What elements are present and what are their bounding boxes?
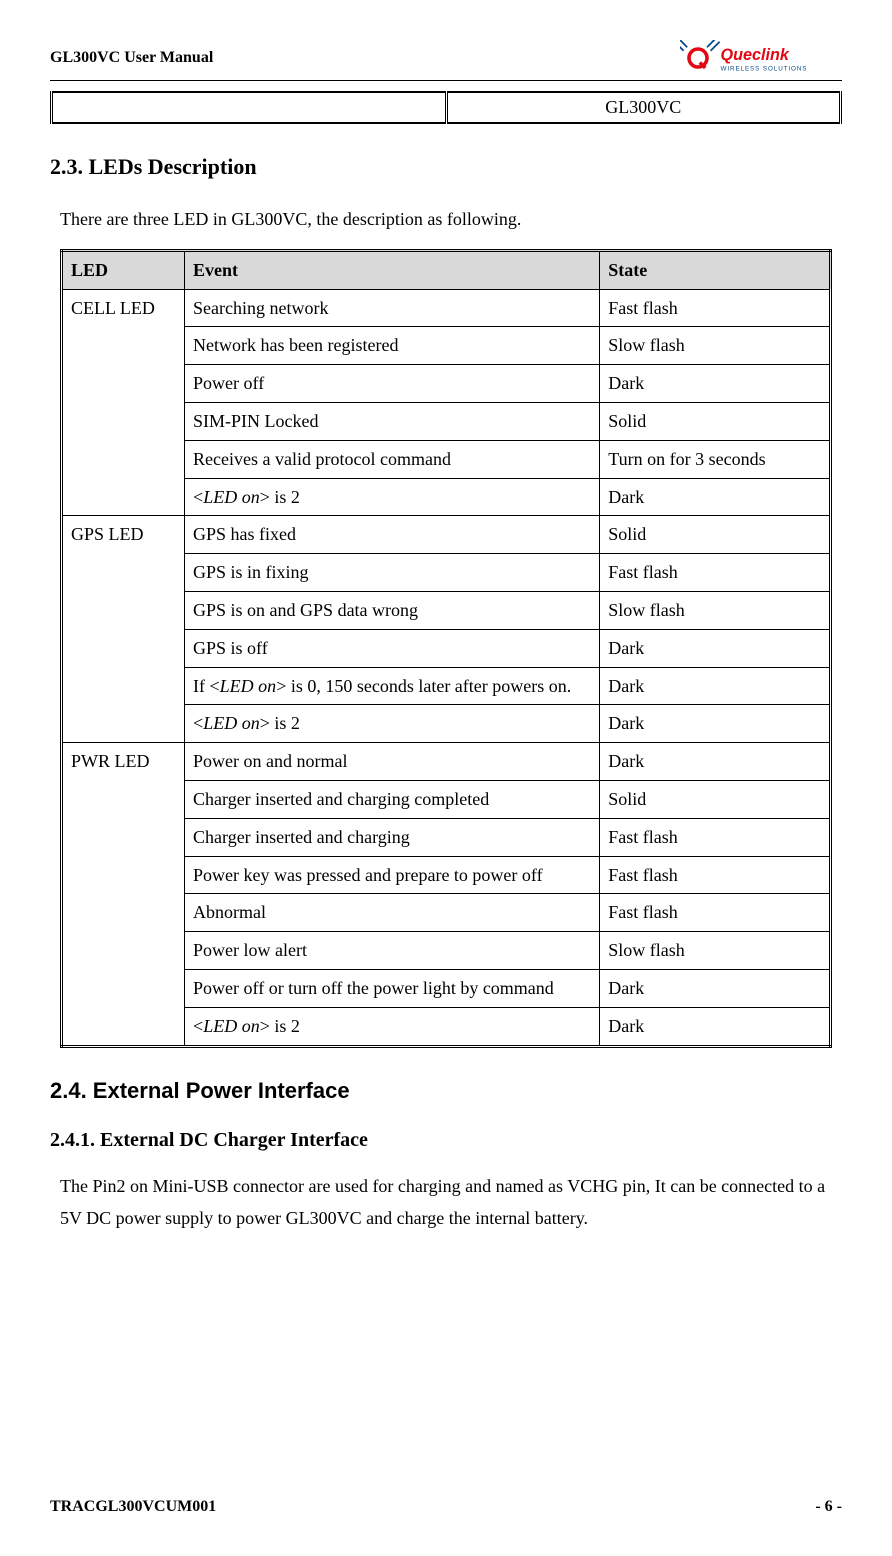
event-cell: Power on and normal [185, 743, 600, 781]
event-cell: Abnormal [185, 894, 600, 932]
led-name-cell: GPS LED [62, 516, 185, 743]
table-row: CELL LEDSearching networkFast flash [62, 289, 831, 327]
state-cell: Slow flash [600, 327, 831, 365]
state-cell: Fast flash [600, 554, 831, 592]
event-cell: Searching network [185, 289, 600, 327]
state-cell: Solid [600, 780, 831, 818]
event-cell: Charger inserted and charging [185, 818, 600, 856]
th-state: State [600, 250, 831, 289]
state-cell: Dark [600, 743, 831, 781]
state-cell: Dark [600, 629, 831, 667]
led-name-cell: PWR LED [62, 743, 185, 1046]
header-title: GL300VC User Manual [50, 49, 213, 67]
state-cell: Dark [600, 969, 831, 1007]
state-cell: Fast flash [600, 894, 831, 932]
footer-doc-id: TRACGL300VCUM001 [50, 1498, 216, 1516]
event-cell: SIM-PIN Locked [185, 402, 600, 440]
led-description-table: LED Event State CELL LEDSearching networ… [60, 249, 832, 1048]
event-cell: Power off [185, 365, 600, 403]
led-name-cell: CELL LED [62, 289, 185, 516]
th-led: LED [62, 250, 185, 289]
model-table-right: GL300VC [446, 92, 841, 123]
state-cell: Turn on for 3 seconds [600, 440, 831, 478]
section-241-body: The Pin2 on Mini-USB connector are used … [60, 1170, 842, 1235]
section-24-heading: 2.4. External Power Interface [50, 1078, 842, 1104]
th-event: Event [185, 250, 600, 289]
state-cell: Slow flash [600, 591, 831, 629]
state-cell: Dark [600, 667, 831, 705]
state-cell: Fast flash [600, 818, 831, 856]
state-cell: Dark [600, 705, 831, 743]
state-cell: Dark [600, 365, 831, 403]
event-cell: Power off or turn off the power light by… [185, 969, 600, 1007]
model-table: GL300VC [50, 91, 842, 124]
footer-page-number: - 6 - [815, 1498, 842, 1516]
state-cell: Solid [600, 402, 831, 440]
event-cell: Charger inserted and charging completed [185, 780, 600, 818]
section-23-heading: 2.3. LEDs Description [50, 154, 842, 180]
event-cell: GPS is in fixing [185, 554, 600, 592]
brand-logo: Queclink WIRELESS SOLUTIONS [680, 40, 842, 76]
state-cell: Fast flash [600, 289, 831, 327]
svg-text:Queclink: Queclink [721, 46, 790, 64]
event-cell: Receives a valid protocol command [185, 440, 600, 478]
state-cell: Dark [600, 478, 831, 516]
state-cell: Dark [600, 1007, 831, 1046]
page-header: GL300VC User Manual Queclink WIRELESS SO… [50, 40, 842, 81]
state-cell: Fast flash [600, 856, 831, 894]
event-cell: GPS is on and GPS data wrong [185, 591, 600, 629]
state-cell: Solid [600, 516, 831, 554]
event-cell: Power key was pressed and prepare to pow… [185, 856, 600, 894]
page-footer: TRACGL300VCUM001 - 6 - [50, 1498, 842, 1516]
event-cell: If <LED on> is 0, 150 seconds later afte… [185, 667, 600, 705]
svg-text:WIRELESS SOLUTIONS: WIRELESS SOLUTIONS [721, 66, 808, 73]
event-cell: <LED on> is 2 [185, 705, 600, 743]
queclink-logo-icon: Queclink WIRELESS SOLUTIONS [680, 40, 842, 76]
table-row: PWR LEDPower on and normalDark [62, 743, 831, 781]
event-cell: GPS is off [185, 629, 600, 667]
table-header-row: LED Event State [62, 250, 831, 289]
table-row: GPS LEDGPS has fixedSolid [62, 516, 831, 554]
event-cell: <LED on> is 2 [185, 1007, 600, 1046]
state-cell: Slow flash [600, 932, 831, 970]
event-cell: GPS has fixed [185, 516, 600, 554]
section-23-intro: There are three LED in GL300VC, the desc… [60, 205, 842, 234]
section-241-heading: 2.4.1. External DC Charger Interface [50, 1129, 842, 1152]
event-cell: Network has been registered [185, 327, 600, 365]
event-cell: <LED on> is 2 [185, 478, 600, 516]
event-cell: Power low alert [185, 932, 600, 970]
model-table-left [52, 92, 447, 123]
